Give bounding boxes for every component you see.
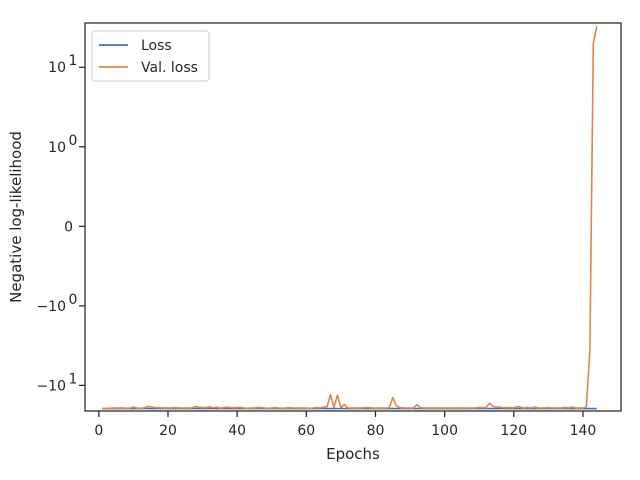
legend-box bbox=[91, 30, 210, 82]
y-tick-label: −10 bbox=[36, 378, 66, 394]
plot-frame bbox=[84, 22, 622, 412]
x-axis-label: Epochs bbox=[326, 445, 380, 463]
x-tick-label: 20 bbox=[159, 423, 177, 439]
x-tick-label: 60 bbox=[297, 423, 315, 439]
y-axis-label: Negative log-likelihood bbox=[7, 131, 25, 303]
plot-lines bbox=[102, 25, 598, 410]
y-axis-ticks: 10 110 00−10 0−10 1 bbox=[36, 53, 85, 394]
legend-label-0: Loss bbox=[141, 38, 172, 54]
y-tick-exponent: 1 bbox=[69, 53, 78, 69]
y-tick-exponent: 0 bbox=[69, 292, 78, 308]
x-tick-label: 40 bbox=[228, 423, 246, 439]
y-tick-exponent: 1 bbox=[69, 371, 78, 387]
x-axis-ticks: 0 20 40 60 80 100 120 140 bbox=[94, 411, 596, 439]
series-line-1 bbox=[102, 25, 598, 410]
x-tick-label: 0 bbox=[94, 423, 103, 439]
x-tick-label: 80 bbox=[367, 423, 385, 439]
x-tick-label: 100 bbox=[431, 423, 458, 439]
x-tick-label: 120 bbox=[500, 423, 527, 439]
legend-label-1: Val. loss bbox=[141, 60, 198, 76]
y-tick-exponent: 0 bbox=[69, 133, 78, 149]
y-tick-label: 10 bbox=[48, 60, 66, 76]
legend: Loss Val. loss bbox=[91, 30, 210, 82]
y-tick-label: 0 bbox=[64, 219, 73, 235]
y-tick-label: 10 bbox=[48, 140, 66, 156]
x-tick-label: 140 bbox=[570, 423, 597, 439]
y-tick-label: −10 bbox=[36, 299, 66, 315]
